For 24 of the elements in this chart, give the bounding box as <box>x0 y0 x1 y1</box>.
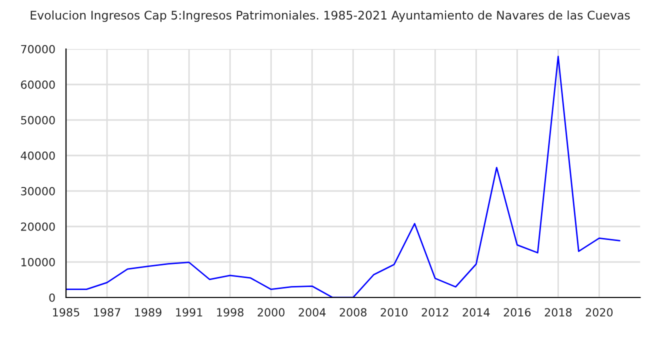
line-series <box>66 56 620 298</box>
y-tick-label: 20000 <box>21 222 55 231</box>
x-tick-label: 2008 <box>340 308 366 317</box>
x-tick-label: 2016 <box>504 308 531 317</box>
y-tick-label: 10000 <box>21 258 55 266</box>
x-tick-label: 2020 <box>586 308 613 317</box>
chart-title: Evolucion Ingresos Cap 5:Ingresos Patrimoniales. 1985-2021 Ayuntamiento de Navares de las Cuevas <box>30 10 630 22</box>
y-tick-label: 70000 <box>21 44 55 54</box>
y-tick-label: 30000 <box>21 186 55 196</box>
x-tick-label: 1991 <box>176 308 202 317</box>
x-tick-label: 2010 <box>380 308 408 317</box>
y-tick-label: 0 <box>49 293 55 302</box>
y-tick-label: 60000 <box>21 80 55 89</box>
x-tick-label: 2012 <box>422 308 448 317</box>
x-tick-label: 1987 <box>94 308 120 317</box>
x-tick-label: 1998 <box>217 308 244 317</box>
y-tick-label: 50000 <box>21 116 55 124</box>
x-tick-label: 2014 <box>462 308 490 317</box>
x-tick-label: 2000 <box>258 308 284 317</box>
x-tick-label: 2004 <box>298 308 326 317</box>
x-tick-label: 1989 <box>135 308 162 317</box>
x-tick-label: 2018 <box>544 308 572 317</box>
x-tick-label: 1985 <box>53 308 80 317</box>
y-tick-label: 40000 <box>20 151 55 160</box>
